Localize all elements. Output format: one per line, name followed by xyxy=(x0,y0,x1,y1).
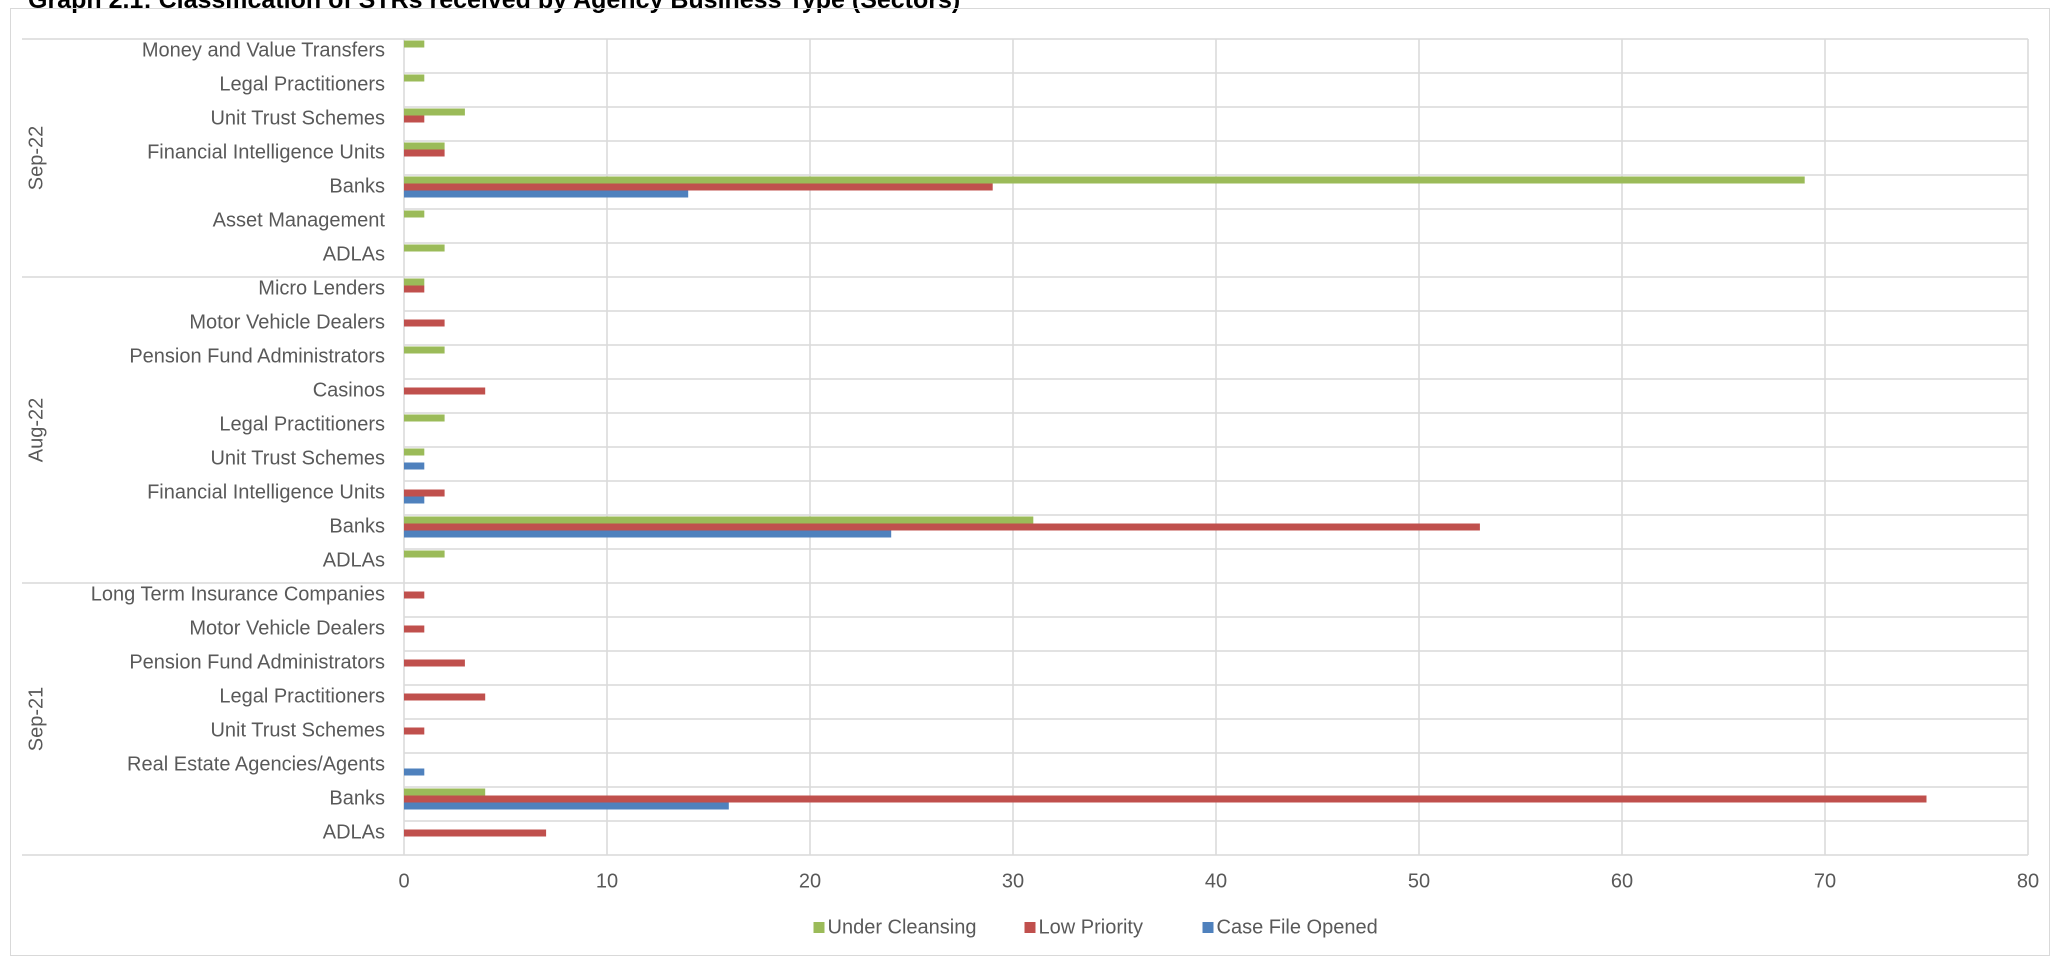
bar-low-priority xyxy=(404,115,425,123)
category-label: Banks xyxy=(329,787,385,809)
bar-under-cleansing xyxy=(404,516,1034,524)
bar-case-file-opened xyxy=(404,768,425,776)
category-label: Micro Lenders xyxy=(258,277,385,299)
group-label: Sep-21 xyxy=(25,687,47,752)
bar-low-priority xyxy=(404,523,1480,531)
bar-low-priority xyxy=(404,591,425,599)
bar-low-priority xyxy=(404,625,425,633)
bar-under-cleansing xyxy=(404,414,445,422)
bar-under-cleansing xyxy=(404,210,425,218)
category-label: Pension Fund Administrators xyxy=(129,651,385,673)
category-label: Real Estate Agencies/Agents xyxy=(127,753,385,775)
legend-swatch xyxy=(1202,922,1214,933)
x-tick-label: 80 xyxy=(2017,870,2039,892)
category-label: Banks xyxy=(329,175,385,197)
bar-under-cleansing xyxy=(404,346,445,354)
bar-under-cleansing xyxy=(404,176,1805,184)
grid-layer xyxy=(22,38,2029,856)
bar-under-cleansing xyxy=(404,448,425,456)
bar-low-priority xyxy=(404,795,1927,803)
category-label: Banks xyxy=(329,515,385,537)
category-label: Pension Fund Administrators xyxy=(129,345,385,367)
category-label: Casinos xyxy=(313,379,385,401)
category-label: Money and Value Transfers xyxy=(142,39,385,61)
chart-frame xyxy=(10,8,2050,956)
bar-under-cleansing xyxy=(404,550,445,558)
legend: Under Cleansing Low Priority Case File Ope… xyxy=(813,916,1378,938)
group-label: Aug-22 xyxy=(25,398,47,463)
bar-case-file-opened xyxy=(404,802,729,810)
category-label: Motor Vehicle Dealers xyxy=(189,617,385,639)
bar-under-cleansing xyxy=(404,142,445,150)
category-label: Unit Trust Schemes xyxy=(210,447,385,469)
category-label: Financial Intelligence Units xyxy=(147,141,385,163)
x-tick-label: 60 xyxy=(1611,870,1633,892)
bar-under-cleansing xyxy=(404,40,425,48)
category-label: Legal Practitioners xyxy=(219,73,385,95)
bar-under-cleansing xyxy=(404,244,445,252)
label-layer: Money and Value Transfers Legal Practitio… xyxy=(25,39,2039,892)
bar-case-file-opened xyxy=(404,190,689,198)
bar-layer xyxy=(404,40,1927,837)
bar-low-priority xyxy=(404,149,445,157)
chart-title: Graph 2.1: Classification of STRs receiv… xyxy=(28,0,961,14)
group-label: Sep-22 xyxy=(25,126,47,191)
bar-low-priority xyxy=(404,489,445,497)
bar-under-cleansing xyxy=(404,788,486,796)
bar-low-priority xyxy=(404,387,486,395)
bar-low-priority xyxy=(404,285,425,293)
legend-swatch xyxy=(1024,922,1036,933)
bar-under-cleansing xyxy=(404,278,425,286)
bar-low-priority xyxy=(404,727,425,735)
bar-low-priority xyxy=(404,319,445,327)
x-tick-label: 10 xyxy=(596,870,618,892)
category-label: Legal Practitioners xyxy=(219,413,385,435)
category-label: Motor Vehicle Dealers xyxy=(189,311,385,333)
bar-case-file-opened xyxy=(404,462,425,470)
category-label: Legal Practitioners xyxy=(219,685,385,707)
x-tick-label: 20 xyxy=(799,870,821,892)
category-label: Financial Intelligence Units xyxy=(147,481,385,503)
bar-under-cleansing xyxy=(404,74,425,82)
bar-under-cleansing xyxy=(404,108,465,116)
x-tick-label: 40 xyxy=(1205,870,1227,892)
category-label: Unit Trust Schemes xyxy=(210,107,385,129)
category-label: Asset Management xyxy=(213,209,386,231)
category-label: ADLAs xyxy=(323,243,385,265)
x-tick-label: 50 xyxy=(1408,870,1430,892)
x-tick-label: 0 xyxy=(398,870,409,892)
bar-low-priority xyxy=(404,693,486,701)
category-label: Long Term Insurance Companies xyxy=(91,583,385,605)
bar-case-file-opened xyxy=(404,496,425,504)
category-label: Unit Trust Schemes xyxy=(210,719,385,741)
x-tick-label: 70 xyxy=(1814,870,1836,892)
x-tick-label: 30 xyxy=(1002,870,1024,892)
bar-low-priority xyxy=(404,659,465,667)
category-label: ADLAs xyxy=(323,821,385,843)
bar-low-priority xyxy=(404,829,547,837)
legend-label: Low Priority xyxy=(1039,916,1143,938)
legend-label: Under Cleansing xyxy=(828,916,977,938)
legend-label: Case File Opened xyxy=(1217,916,1378,938)
legend-swatch xyxy=(813,922,825,933)
bar-low-priority xyxy=(404,183,993,191)
bar-case-file-opened xyxy=(404,530,892,538)
category-label: ADLAs xyxy=(323,549,385,571)
